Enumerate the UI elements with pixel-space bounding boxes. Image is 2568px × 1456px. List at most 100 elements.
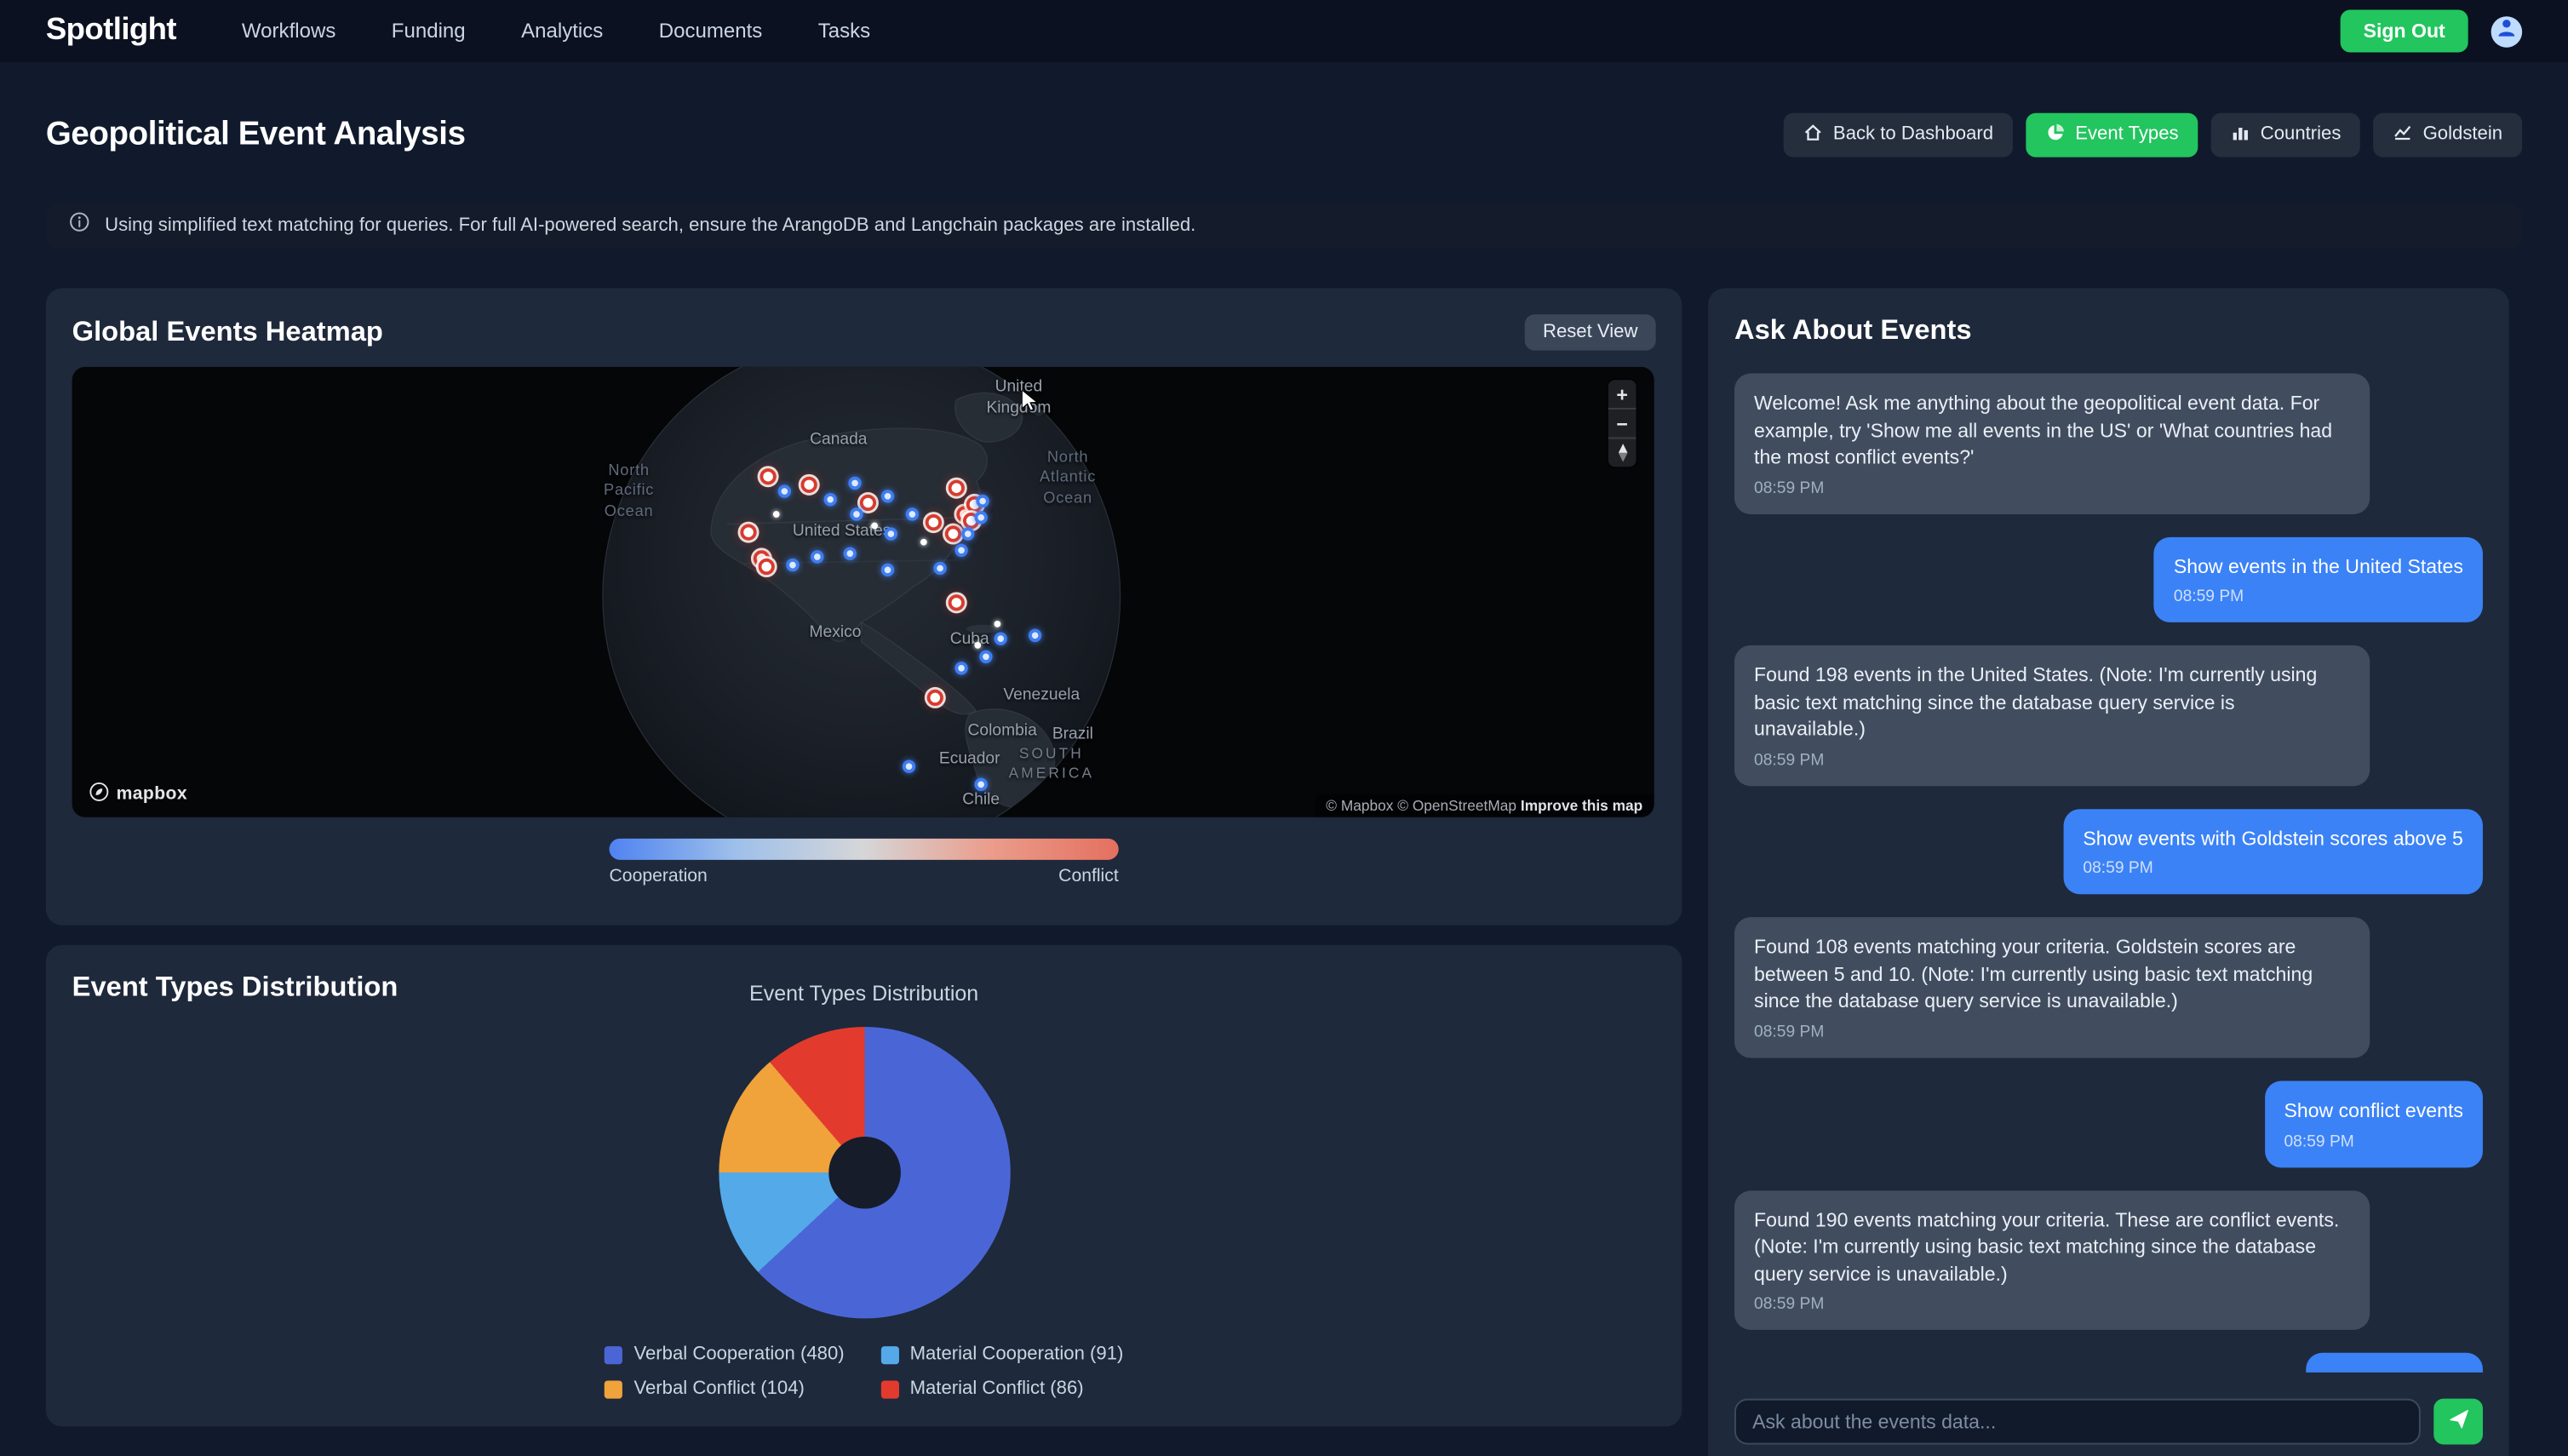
home-icon — [1803, 122, 1823, 146]
heatmap-card: Global Events Heatmap Reset View — [45, 288, 1682, 926]
chat-message-bot: Welcome! Ask me anything about the geopo… — [1734, 373, 2371, 514]
improve-map-link[interactable]: Improve this map — [1520, 797, 1643, 814]
pie-chart-icon — [2046, 122, 2066, 146]
nav-link-workflows[interactable]: Workflows — [241, 20, 336, 43]
event-marker[interactable] — [772, 511, 780, 518]
pie-legend-item[interactable]: Verbal Conflict (104) — [604, 1379, 845, 1399]
mapbox-icon — [89, 781, 110, 807]
nav-link-documents[interactable]: Documents — [658, 20, 763, 43]
event-marker[interactable] — [954, 543, 968, 557]
chat-title: Ask About Events — [1734, 314, 1972, 346]
event-marker[interactable] — [758, 558, 775, 576]
heatmap-card-header: Global Events Heatmap Reset View — [72, 314, 1656, 351]
event-marker[interactable] — [961, 527, 975, 541]
legend-label: Verbal Cooperation (480) — [633, 1344, 845, 1365]
event-marker[interactable] — [880, 490, 895, 503]
back-to-dashboard-button[interactable]: Back to Dashboard — [1784, 112, 2014, 157]
event-marker[interactable] — [994, 632, 1007, 645]
event-marker[interactable] — [976, 494, 989, 508]
event-marker[interactable] — [786, 558, 800, 572]
event-marker[interactable] — [974, 511, 988, 525]
mapbox-logo[interactable]: mapbox — [89, 781, 187, 807]
event-marker[interactable] — [859, 494, 877, 512]
legend-label: Verbal Conflict (104) — [633, 1379, 805, 1399]
event-marker[interactable] — [905, 507, 920, 521]
event-marker[interactable] — [920, 538, 927, 546]
event-marker[interactable] — [954, 662, 968, 675]
event-marker[interactable] — [933, 561, 947, 576]
event-marker[interactable] — [843, 547, 857, 560]
event-marker[interactable] — [740, 524, 757, 541]
chat-card: Ask About Events Welcome! Ask me anythin… — [1708, 288, 2509, 1456]
chat-input-row — [1734, 1398, 2483, 1445]
page-header: Geopolitical Event Analysis Back to Dash… — [46, 101, 2523, 167]
zoom-in-button[interactable]: + — [1608, 380, 1637, 410]
event-marker[interactable] — [823, 492, 837, 507]
event-marker[interactable] — [979, 650, 993, 664]
nav-link-tasks[interactable]: Tasks — [817, 20, 871, 43]
event-marker[interactable] — [760, 468, 777, 485]
countries-button[interactable]: Countries — [2211, 112, 2361, 157]
event-marker[interactable] — [1028, 628, 1042, 643]
goldstein-button[interactable]: Goldstein — [2373, 112, 2523, 157]
avatar[interactable] — [2491, 15, 2523, 47]
event-marker[interactable] — [944, 525, 962, 542]
pie-legend-item[interactable]: Material Conflict (86) — [880, 1379, 1123, 1399]
nav-link-funding[interactable]: Funding — [391, 20, 466, 43]
chat-message-text: Show events in the United States — [2173, 554, 2463, 578]
event-marker[interactable] — [848, 476, 862, 490]
map-legend: Cooperation Conflict — [609, 838, 1119, 886]
chat-message-time: 08:59 PM — [1754, 751, 1825, 770]
event-marker[interactable] — [800, 476, 817, 493]
chat-message-time: 08:59 PM — [2083, 860, 2153, 879]
compass-button[interactable] — [1608, 439, 1637, 467]
send-button[interactable] — [2433, 1398, 2483, 1445]
map-zoom-control: + − — [1608, 380, 1637, 467]
chat-message-user: Show events with Goldstein scores above … — [2063, 808, 2483, 895]
user-icon — [2496, 16, 2517, 46]
map-attribution: © Mapbox © OpenStreetMap Improve this ma… — [1314, 794, 1654, 817]
legend-label: Material Cooperation (91) — [909, 1344, 1124, 1365]
event-marker[interactable] — [948, 479, 965, 496]
chat-message-text: Show events with Goldstein scores above … — [2083, 827, 2463, 850]
event-marker[interactable] — [777, 484, 792, 498]
brand-logo[interactable]: Spotlight — [45, 13, 177, 48]
event-marker[interactable] — [948, 594, 965, 611]
events-map[interactable]: North Pacific Ocean North Atlantic Ocean C… — [72, 366, 1654, 817]
event-marker[interactable] — [880, 563, 895, 577]
line-chart-icon — [2393, 122, 2413, 146]
pie-chart[interactable] — [718, 1027, 1010, 1319]
pie-legend-item[interactable]: Verbal Cooperation (480) — [604, 1344, 845, 1365]
chat-message-text: Found 190 events matching your criteria.… — [1754, 1207, 2340, 1286]
chat-message-user: Show events in the United States 08:59 PM — [2153, 536, 2483, 623]
pie-card-header: Event Types Distribution — [72, 972, 1656, 1014]
zoom-out-button[interactable]: − — [1608, 410, 1637, 439]
event-marker[interactable] — [974, 642, 982, 649]
chat-message-text: Show conflict events — [2284, 1098, 2463, 1122]
page-content: Geopolitical Event Analysis Back to Dash… — [0, 62, 2568, 1456]
legend-swatch — [880, 1345, 899, 1364]
banner-text: Using simplified text matching for queri… — [105, 215, 1196, 236]
heatmap-title: Global Events Heatmap — [72, 316, 383, 347]
event-marker[interactable] — [974, 777, 988, 792]
event-marker[interactable] — [994, 620, 1001, 628]
main-columns: Global Events Heatmap Reset View — [45, 288, 2522, 1456]
pie-legend-item[interactable]: Material Cooperation (91) — [880, 1344, 1123, 1364]
event-marker[interactable] — [926, 689, 943, 707]
pie-legend: Verbal Cooperation (480) Material Coopera… — [72, 1344, 1656, 1399]
chat-input[interactable] — [1734, 1398, 2421, 1445]
event-marker[interactable] — [871, 522, 878, 530]
chat-message-time: 08:59 PM — [2173, 588, 2244, 607]
event-marker[interactable] — [902, 760, 916, 773]
event-marker[interactable] — [884, 527, 898, 541]
event-types-button[interactable]: Event Types — [2026, 112, 2198, 157]
nav-link-analytics[interactable]: Analytics — [521, 20, 604, 43]
reset-view-button[interactable]: Reset View — [1524, 314, 1656, 351]
legend-cooperation-label: Cooperation — [609, 866, 708, 886]
event-marker[interactable] — [850, 507, 863, 521]
event-marker[interactable] — [811, 550, 824, 564]
sign-out-button[interactable]: Sign Out — [2340, 9, 2468, 53]
event-marker[interactable] — [925, 513, 942, 531]
info-icon — [69, 211, 90, 241]
map-legend-gradient — [609, 838, 1119, 860]
